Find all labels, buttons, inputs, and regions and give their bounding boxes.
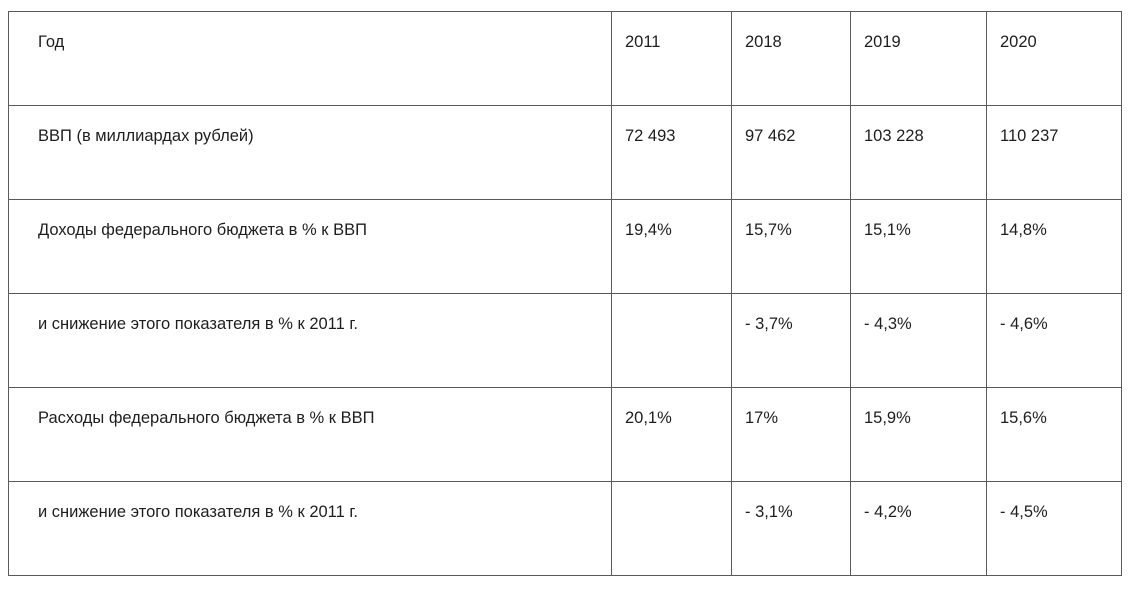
table-cell: 110 237 [986, 105, 1122, 200]
table-row-expenditures: Расходы федерального бюджета в % к ВВП 2… [8, 387, 1122, 482]
header-cell-year-label: Год [8, 11, 612, 106]
header-cell-2020: 2020 [986, 11, 1122, 106]
table-cell: 97 462 [731, 105, 851, 200]
row-label-expenditures-decline: и снижение этого показателя в % к 2011 г… [8, 481, 612, 576]
table-cell: 20,1% [611, 387, 732, 482]
table-cell: - 4,2% [850, 481, 987, 576]
table-cell: 15,6% [986, 387, 1122, 482]
row-label-expenditures: Расходы федерального бюджета в % к ВВП [8, 387, 612, 482]
table-cell: - 4,6% [986, 293, 1122, 388]
table-cell: - 4,3% [850, 293, 987, 388]
table-cell: 72 493 [611, 105, 732, 200]
table-cell: 17% [731, 387, 851, 482]
table-cell: 19,4% [611, 199, 732, 294]
table-cell: 15,7% [731, 199, 851, 294]
table-row-revenues: Доходы федерального бюджета в % к ВВП 19… [8, 199, 1122, 294]
header-cell-2019: 2019 [850, 11, 987, 106]
table-cell: 15,9% [850, 387, 987, 482]
table-cell-empty [611, 481, 732, 576]
budget-gdp-table: Год 2011 2018 2019 2020 ВВП (в миллиарда… [8, 11, 1122, 576]
table-header-row: Год 2011 2018 2019 2020 [8, 11, 1122, 106]
header-cell-2011: 2011 [611, 11, 732, 106]
row-label-revenues-decline: и снижение этого показателя в % к 2011 г… [8, 293, 612, 388]
table-cell: - 3,1% [731, 481, 851, 576]
table-cell: 14,8% [986, 199, 1122, 294]
header-cell-2018: 2018 [731, 11, 851, 106]
row-label-revenues: Доходы федерального бюджета в % к ВВП [8, 199, 612, 294]
table-cell-empty [611, 293, 732, 388]
table-row-expenditures-decline: и снижение этого показателя в % к 2011 г… [8, 481, 1122, 576]
row-label-gdp: ВВП (в миллиардах рублей) [8, 105, 612, 200]
table-row-revenues-decline: и снижение этого показателя в % к 2011 г… [8, 293, 1122, 388]
table-cell: - 4,5% [986, 481, 1122, 576]
table-cell: - 3,7% [731, 293, 851, 388]
table-cell: 15,1% [850, 199, 987, 294]
table-row-gdp: ВВП (в миллиардах рублей) 72 493 97 462 … [8, 105, 1122, 200]
table-cell: 103 228 [850, 105, 987, 200]
